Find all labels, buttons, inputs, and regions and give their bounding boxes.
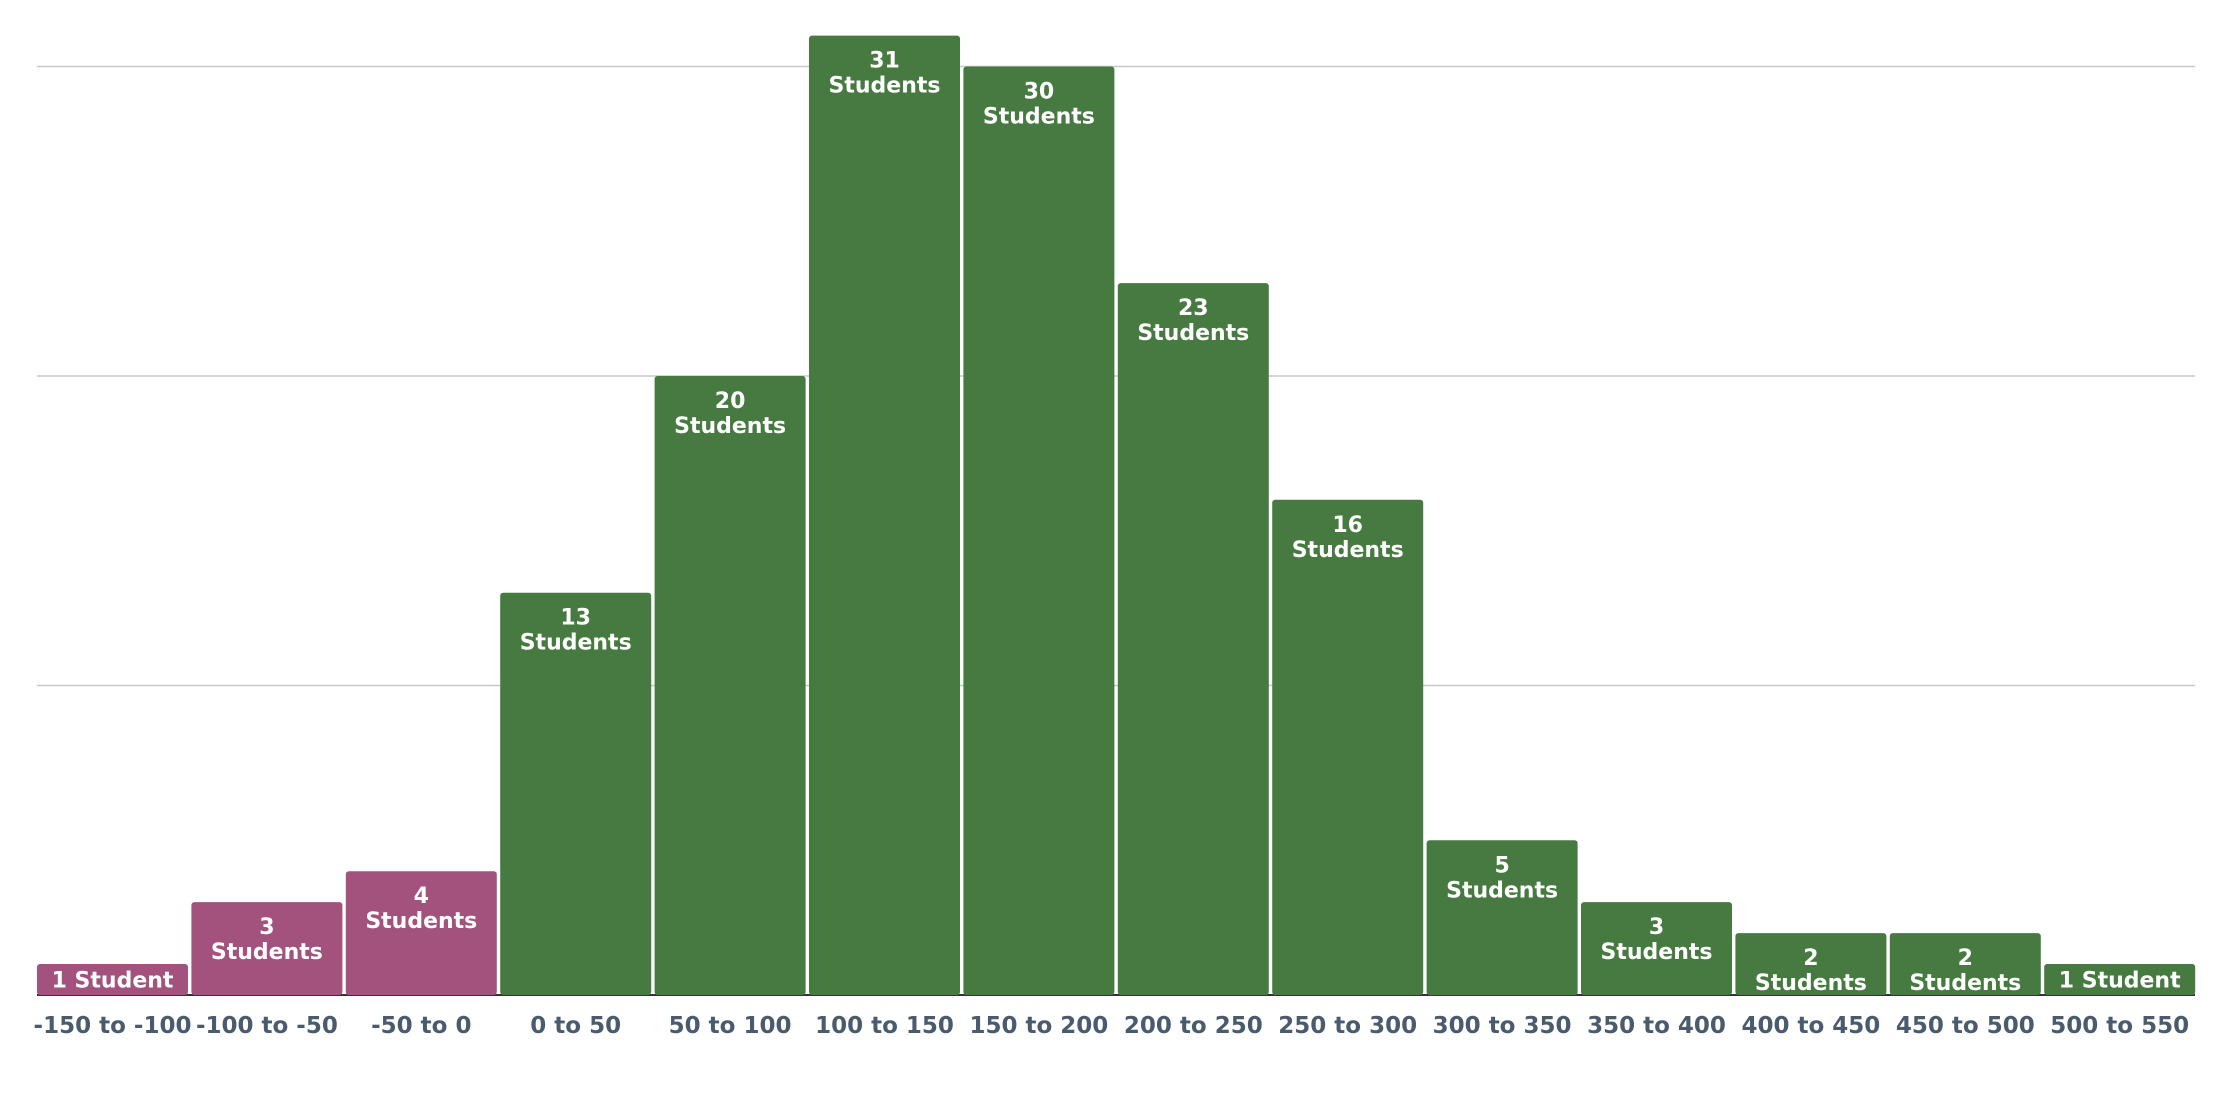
bar-2 bbox=[345, 871, 497, 995]
x-tick-2: -50 to 0 bbox=[371, 1013, 471, 1039]
x-tick-6: 150 to 200 bbox=[969, 1013, 1108, 1039]
bar-8 bbox=[1272, 499, 1424, 995]
bar-label-line-4-1: Students bbox=[674, 414, 786, 439]
bar-label-11: 2 Students bbox=[1755, 946, 1867, 996]
bar-5 bbox=[809, 35, 960, 996]
bar-label-line-2-0: 4 bbox=[414, 884, 429, 909]
x-tick-13: 500 to 550 bbox=[2050, 1013, 2189, 1039]
bar-3 bbox=[500, 592, 652, 995]
bar-label-line-10-1: Students bbox=[1601, 940, 1713, 965]
bar-13 bbox=[2044, 964, 2196, 995]
bar-label-line-3-0: 13 bbox=[560, 606, 591, 631]
x-tick-11: 400 to 450 bbox=[1741, 1013, 1880, 1039]
bar-label-line-8-0: 16 bbox=[1332, 513, 1363, 538]
bar-7 bbox=[1117, 283, 1269, 996]
bar-label-7: 23 Students bbox=[1137, 296, 1249, 346]
bar-label-line-12-0: 2 bbox=[1958, 946, 1973, 971]
bar-label-line-8-1: Students bbox=[1292, 538, 1404, 563]
bar-label-line-7-0: 23 bbox=[1178, 296, 1209, 321]
bar-9 bbox=[1426, 840, 1578, 996]
bar-label-line-5-1: Students bbox=[829, 74, 941, 99]
bar-label-line-10-0: 3 bbox=[1649, 915, 1664, 940]
bar-label-10: 3 Students bbox=[1601, 915, 1713, 965]
grid-layer bbox=[37, 65, 2195, 996]
x-tick-3: 0 to 50 bbox=[530, 1013, 621, 1039]
bar-label-line-4-0: 20 bbox=[715, 389, 746, 414]
bar-0 bbox=[37, 964, 188, 995]
bar-label-line-1-0: 3 bbox=[259, 915, 274, 940]
bar-label-3: 13 Students bbox=[520, 606, 632, 656]
x-tick-10: 350 to 400 bbox=[1587, 1013, 1726, 1039]
bar-label-13: 1 Student bbox=[2059, 969, 2181, 994]
x-tick-5: 100 to 150 bbox=[815, 1013, 954, 1039]
bar-label-line-1-1: Students bbox=[211, 940, 323, 965]
bar-label-2: 4 Students bbox=[365, 884, 477, 934]
bar-label-12: 2 Students bbox=[1909, 946, 2021, 996]
bar-label-line-3-1: Students bbox=[520, 631, 632, 656]
bar-label-line-7-1: Students bbox=[1137, 321, 1249, 346]
bar-6 bbox=[963, 66, 1115, 995]
bar-1 bbox=[191, 902, 343, 995]
bar-label-line-6-0: 30 bbox=[1024, 80, 1055, 105]
x-tick-0: -150 to -100 bbox=[34, 1013, 192, 1039]
bar-label-0: 1 Student bbox=[52, 969, 174, 994]
bar-11 bbox=[1735, 933, 1887, 995]
bar-12 bbox=[1889, 933, 2041, 995]
bar-label-line-2-1: Students bbox=[365, 909, 477, 934]
bar-4 bbox=[654, 376, 806, 995]
tick-layer: -150 to -100 -100 to -50 -50 to 0 0 to 50 50… bbox=[34, 1013, 2190, 1039]
x-tick-12: 450 to 500 bbox=[1896, 1013, 2035, 1039]
x-tick-8: 250 to 300 bbox=[1278, 1013, 1417, 1039]
bar-label-9: 5 Students bbox=[1446, 853, 1558, 903]
x-tick-9: 300 to 350 bbox=[1433, 1013, 1572, 1039]
bar-label-line-9-1: Students bbox=[1446, 878, 1558, 903]
bar-label-line-6-1: Students bbox=[983, 105, 1095, 130]
x-tick-4: 50 to 100 bbox=[669, 1013, 792, 1039]
bar-10 bbox=[1581, 902, 1732, 995]
x-tick-1: -100 to -50 bbox=[196, 1013, 338, 1039]
bar-label-8: 16 Students bbox=[1292, 513, 1404, 563]
bar-label-4: 20 Students bbox=[674, 389, 786, 439]
bar-label-6: 30 Students bbox=[983, 80, 1095, 130]
bar-label-line-5-0: 31 bbox=[869, 49, 900, 74]
bar-layer bbox=[37, 35, 2196, 996]
x-tick-7: 200 to 250 bbox=[1124, 1013, 1263, 1039]
bar-label-line-12-1: Students bbox=[1909, 971, 2021, 996]
bar-label-line-11-1: Students bbox=[1755, 971, 1867, 996]
bar-label-5: 31 Students bbox=[829, 49, 941, 99]
bar-label-1: 3 Students bbox=[211, 915, 323, 965]
bar-label-line-9-0: 5 bbox=[1494, 853, 1509, 878]
bar-label-line-11-0: 2 bbox=[1803, 946, 1818, 971]
